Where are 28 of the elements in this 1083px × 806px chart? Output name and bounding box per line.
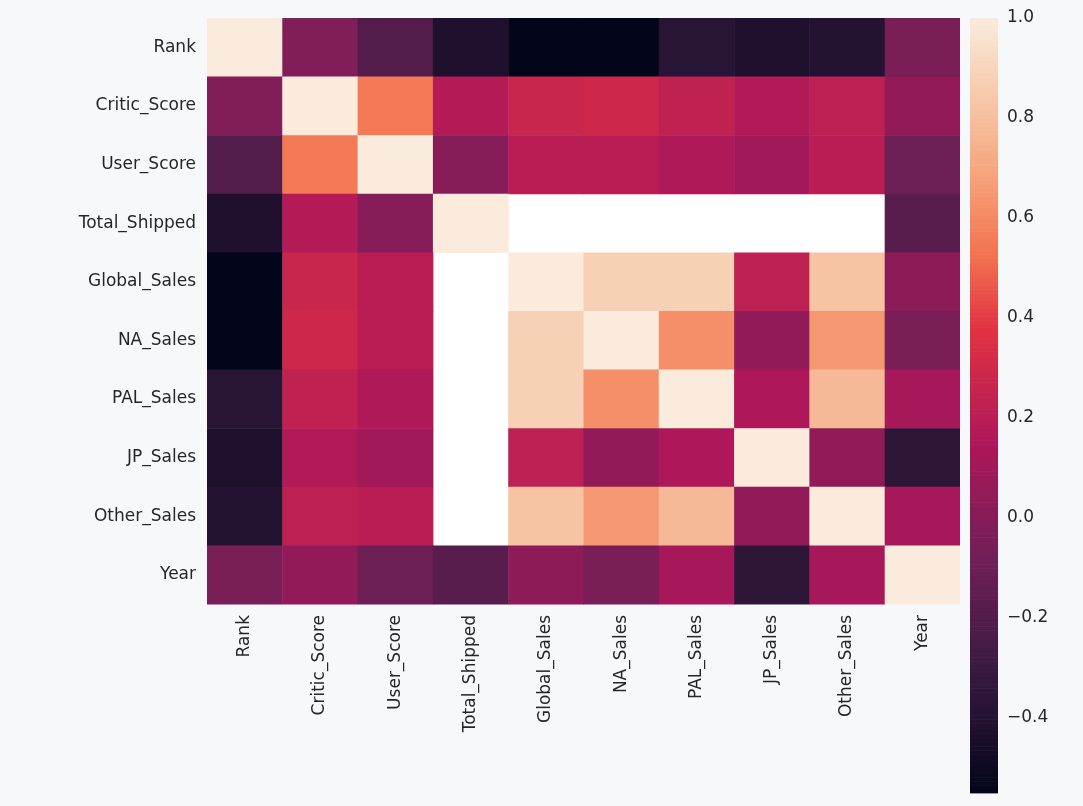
y-tick-label: Critic_Score [95,94,196,116]
x-tick-label: JP_Sales [760,614,782,686]
y-tick-label: Global_Sales [88,270,197,292]
x-tick-label: Total_Shipped [458,615,480,734]
y-tick-label: Year [159,563,196,584]
x-tick-label: User_Score [383,615,405,710]
color-bar-label: −0.4 [1007,706,1049,727]
y-tick-label: User_Score [101,152,196,174]
color-bar-label: 0.4 [1007,306,1035,327]
x-tick-label: Global_Sales [534,614,556,723]
color-bar-label: 0.0 [1007,506,1035,527]
y-tick-label: Other_Sales [93,504,197,526]
x-tick-label: PAL_Sales [684,614,706,700]
y-tick-label: Total_Shipped [77,211,196,233]
y-tick-label: NA_Sales [117,328,197,350]
y-tick-label: JP_Sales [125,445,197,467]
color-bar-label: −0.2 [1007,606,1049,627]
x-tick-label: NA_Sales [609,614,631,694]
x-tick-label: Rank [233,614,254,658]
x-tick-label: Critic_Score [308,615,330,716]
color-bar-label: 0.2 [1007,406,1035,427]
color-bar-label: 1.0 [1007,6,1035,27]
color-bar-label: 0.6 [1007,206,1035,227]
y-tick-label: Rank [153,35,197,56]
y-tick-label: PAL_Sales [111,387,197,409]
x-tick-label: Year [910,615,931,652]
color-bar-label: 0.8 [1007,106,1035,127]
x-tick-label: Other_Sales [835,614,857,718]
